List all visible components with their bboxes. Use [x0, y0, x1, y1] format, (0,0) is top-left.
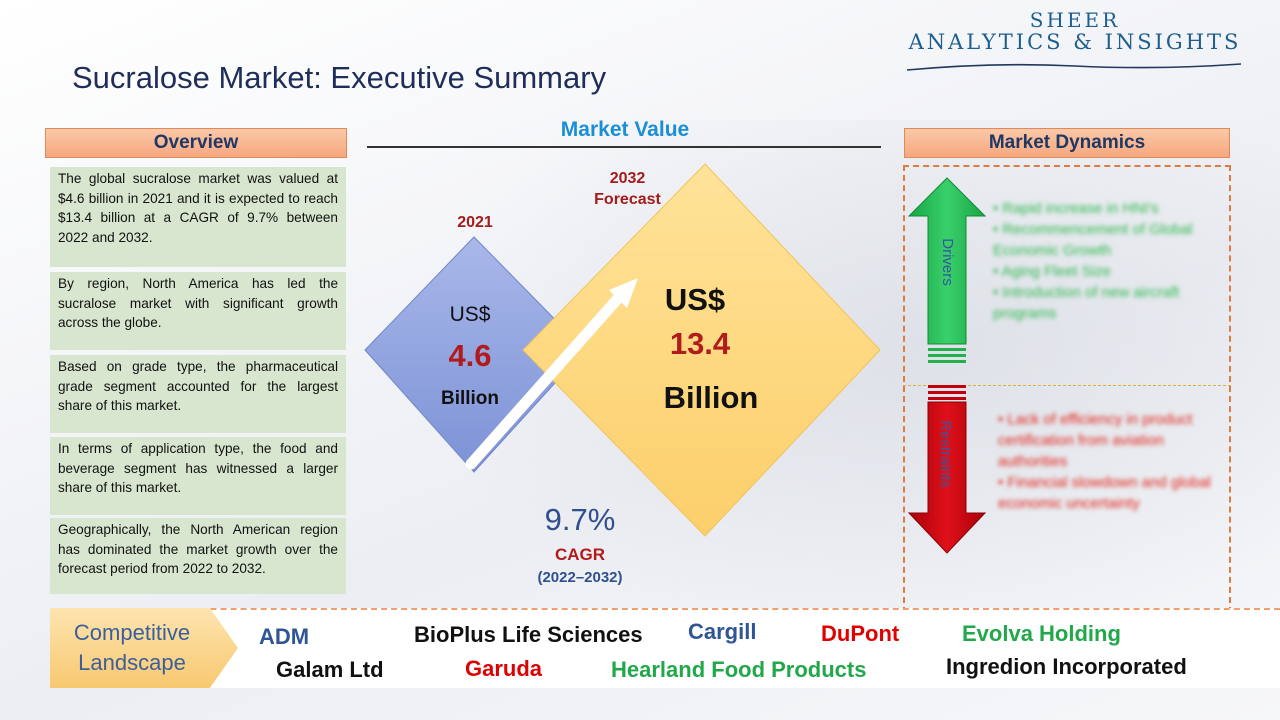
logo-line-2: ANALYTICS & INSIGHTS — [908, 30, 1242, 54]
overview-item-4: In terms of application type, the food a… — [50, 437, 346, 515]
value-2032-unit: Billion — [663, 380, 759, 415]
company-garuda: Garuda — [465, 656, 543, 681]
company-cargill: Cargill — [688, 619, 757, 644]
company-logo: SHEER ANALYTICS & INSIGHTS — [905, 8, 1245, 71]
restraints-label: Restraints — [937, 420, 954, 488]
value-2021-currency: US$ — [449, 303, 491, 326]
value-2032-currency: US$ — [664, 282, 726, 317]
company-hearland: Hearland Food Products — [611, 657, 867, 682]
page-title: Sucralose Market: Executive Summary — [72, 60, 607, 95]
company-dupont: DuPont — [821, 621, 900, 646]
year-2032-label: 2032 Forecast — [565, 170, 690, 209]
company-ingredion: Ingredion Incorporated — [946, 654, 1187, 679]
overview-item-5: Geographically, the North American regio… — [50, 518, 346, 594]
logo-line-1: SHEER — [1029, 8, 1121, 32]
market-value-diamonds — [364, 163, 881, 537]
driver-item: • Recommencement of Global Economic Grow… — [993, 221, 1193, 259]
overview-item-3: Based on grade type, the pharmaceutical … — [50, 355, 346, 433]
driver-item: • Introduction of new aircraft programs — [993, 284, 1180, 322]
drivers-list: • Rapid increase in HNI's • Recommenceme… — [993, 198, 1218, 324]
company-adm: ADM — [259, 624, 310, 649]
year-2032-year: 2032 — [609, 170, 646, 187]
cagr-period: (2022–2032) — [537, 569, 623, 586]
competitive-label-line1: Competitive — [73, 620, 191, 645]
value-2021-amount: 4.6 — [448, 338, 492, 373]
company-bioplus: BioPlus Life Sciences — [414, 622, 643, 647]
restraints-arrow-icon — [907, 385, 987, 554]
year-2021-label: 2021 — [457, 214, 493, 231]
overview-heading: Overview — [45, 128, 347, 158]
market-value-heading: Market Value — [560, 118, 690, 141]
competitive-label-line2: Landscape — [78, 650, 186, 675]
logo-swoosh — [906, 63, 1242, 71]
value-2021-unit: Billion — [440, 388, 500, 409]
company-evolva: Evolva Holding — [962, 621, 1121, 646]
restraint-item: • Financial slowdown and global economic… — [998, 474, 1211, 512]
driver-item: • Aging Fleet Size — [993, 263, 1111, 280]
diamond-2021 — [364, 236, 586, 473]
market-value-divider — [367, 146, 881, 148]
year-2032-forecast: Forecast — [594, 191, 661, 208]
cagr-label: CAGR — [554, 545, 606, 564]
driver-item: • Rapid increase in HNI's — [993, 200, 1159, 217]
market-dynamics-divider — [903, 385, 1231, 386]
restraints-list: • Lack of efficiency in product certific… — [998, 409, 1218, 514]
competitive-landscape-label: Competitive Landscape — [50, 608, 238, 688]
market-dynamics-heading: Market Dynamics — [904, 128, 1230, 158]
growth-arrow — [465, 278, 638, 470]
overview-item-1: The global sucralose market was valued a… — [50, 167, 346, 267]
overview-item-2: By region, North America has led the suc… — [50, 272, 346, 350]
company-galam: Galam Ltd — [276, 657, 384, 682]
restraint-item: • Lack of efficiency in product certific… — [998, 411, 1193, 470]
drivers-arrow-icon — [907, 177, 987, 363]
cagr-value: 9.7% — [544, 502, 616, 537]
drivers-label: Drivers — [939, 238, 956, 286]
competitive-strip — [50, 608, 1280, 688]
diamond-2032 — [522, 163, 881, 537]
value-2032-amount: 13.4 — [669, 326, 731, 361]
